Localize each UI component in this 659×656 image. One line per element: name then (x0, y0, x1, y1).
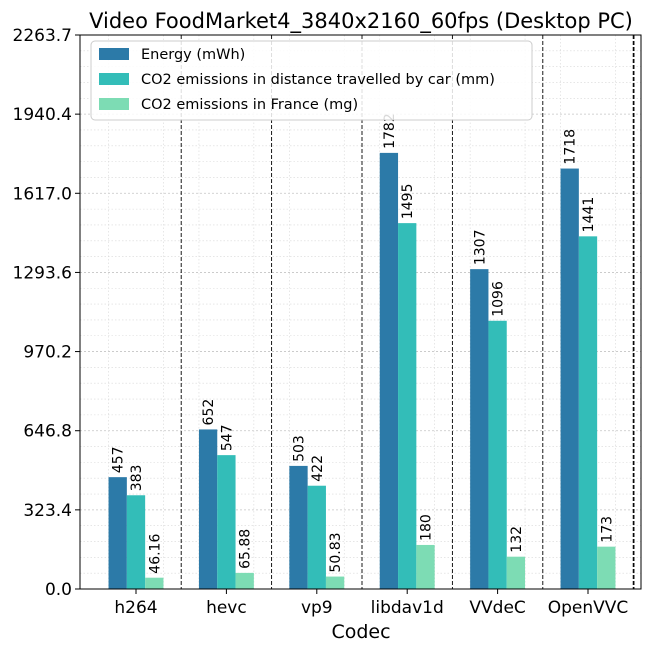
data-label: 422 (310, 455, 326, 482)
bar (217, 455, 236, 589)
legend-label: CO2 emissions in France (mg) (141, 97, 358, 113)
y-tick-label: 1617.0 (13, 184, 72, 204)
legend-swatch (99, 48, 129, 60)
data-label: 180 (419, 514, 435, 541)
x-tick-label: h264 (114, 598, 157, 618)
bar (198, 429, 218, 589)
legend-swatch (99, 98, 129, 110)
data-label: 132 (509, 526, 525, 553)
data-label: 1096 (491, 281, 507, 317)
bar (145, 577, 164, 589)
data-label: 652 (201, 399, 217, 426)
x-tick-label: VVdeC (469, 598, 525, 618)
x-tick-label: libdav1d (371, 598, 444, 618)
y-tick-label: 1940.4 (13, 105, 72, 125)
chart-title: Video FoodMarket4_3840x2160_60fps (Deskt… (89, 9, 633, 34)
bar (307, 485, 326, 589)
bar (470, 269, 489, 589)
y-tick-label: 323.4 (23, 501, 72, 521)
data-label: 547 (219, 424, 235, 451)
bar (235, 572, 254, 589)
y-tick-label: 646.8 (23, 422, 72, 442)
data-label: 1782 (382, 113, 398, 149)
y-tick-label: 1293.6 (13, 263, 72, 283)
bar (126, 495, 146, 589)
bar (379, 152, 399, 589)
separator-layer (180, 35, 635, 589)
legend-label: Energy (mWh) (141, 47, 245, 63)
bar (108, 477, 127, 589)
bar (506, 556, 526, 589)
data-label: 1495 (400, 183, 416, 219)
x-tick-label: OpenVVC (548, 598, 629, 618)
bar (416, 544, 435, 589)
plot-frame (79, 34, 642, 590)
x-tick-label: vp9 (301, 598, 333, 618)
bar (578, 236, 598, 590)
legend-box (90, 40, 533, 121)
bar-layer (108, 152, 616, 590)
bar (488, 320, 507, 589)
y-tick-label: 970.2 (23, 343, 72, 363)
legend-swatch (99, 73, 129, 85)
bar (325, 576, 345, 589)
data-label: 1718 (563, 129, 579, 165)
legend: Energy (mWh) CO2 emissions in distance tr… (90, 40, 533, 121)
bar (398, 223, 417, 589)
data-label: 65.88 (238, 529, 254, 569)
x-axis-label: Codec (331, 621, 390, 643)
bar (560, 168, 579, 589)
data-label: 46.16 (147, 534, 163, 574)
x-tick-label: hevc (206, 598, 247, 618)
data-label: 383 (129, 465, 145, 492)
data-label: 1307 (472, 229, 488, 265)
data-label: 457 (111, 446, 127, 473)
legend-label: CO2 emissions in distance travelled by c… (141, 72, 495, 88)
y-tick-label: 2263.7 (13, 26, 72, 46)
data-label: 503 (292, 435, 308, 462)
y-tick-label: 0.0 (45, 580, 72, 600)
data-label: 1441 (581, 197, 597, 233)
bar (597, 546, 616, 589)
data-label: 50.83 (328, 532, 344, 572)
data-label: 173 (599, 516, 615, 543)
bar (289, 465, 308, 589)
axis-layer: 0.0 323.4 646.8 970.2 1293.6 1617.0 1940.4 2263… (13, 26, 629, 618)
